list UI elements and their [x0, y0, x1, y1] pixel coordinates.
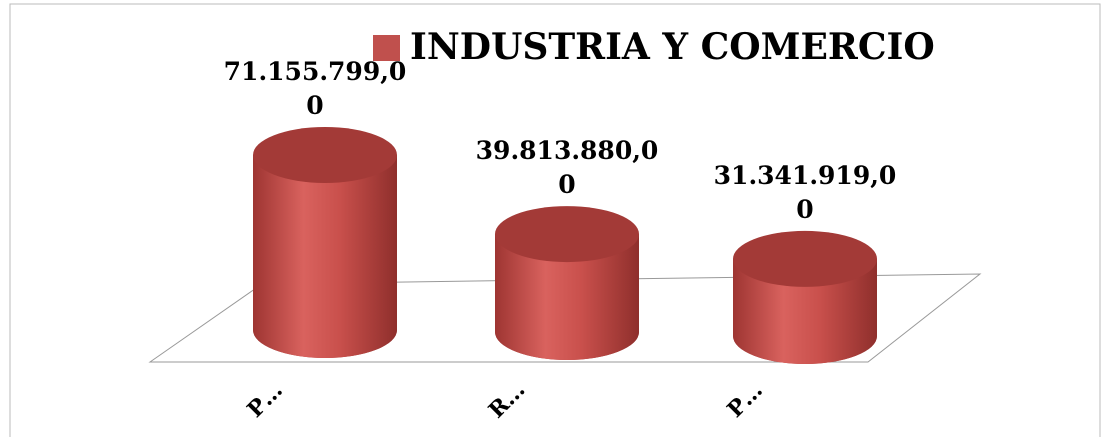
- chart-frame: [9, 3, 1101, 437]
- bar-top: [733, 230, 877, 287]
- x-tick-label: P…: [722, 377, 768, 423]
- legend-swatch: [373, 35, 400, 61]
- value-label: 39.813.880,00: [475, 136, 659, 200]
- x-tick-label: R…: [484, 377, 531, 424]
- value-label: 31.341.919,00: [713, 160, 897, 224]
- bar: [253, 155, 397, 330]
- legend-label: INDUSTRIA Y COMERCIO: [410, 26, 935, 68]
- value-label: 71.155.799,00: [223, 57, 407, 120]
- x-tick-label: P…: [242, 377, 288, 423]
- bar-top: [495, 206, 639, 263]
- bar-top: [253, 127, 397, 183]
- floor: [148, 273, 982, 363]
